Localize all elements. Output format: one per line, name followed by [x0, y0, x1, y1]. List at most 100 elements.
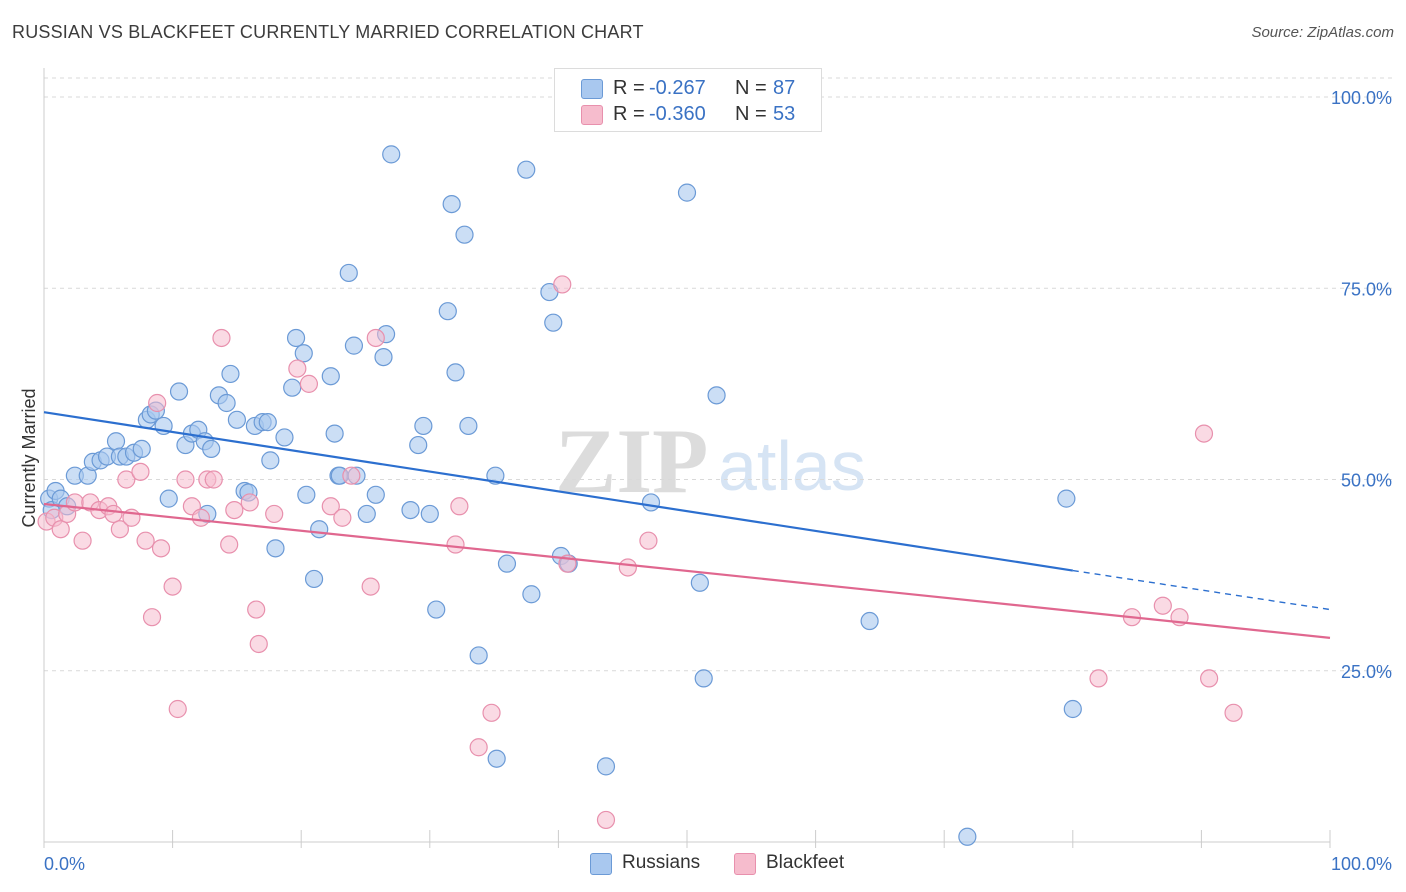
y-tick-label: 25.0% [1341, 662, 1392, 682]
russians-point [304, 569, 324, 589]
russians-point [202, 439, 221, 458]
y-tick-label: 75.0% [1341, 279, 1392, 299]
russians-point [958, 827, 977, 846]
russians-point [409, 435, 428, 455]
blackfeet-point [618, 558, 637, 577]
blackfeet-point [168, 699, 187, 719]
russians-trend-extension [1072, 569, 1331, 611]
russians-point [1063, 699, 1082, 719]
russians-point [132, 439, 151, 458]
russians-point [227, 410, 246, 429]
blackfeet-point [596, 810, 616, 830]
russians-point [106, 432, 126, 451]
blackfeet-point [240, 493, 259, 512]
blackfeet-point [212, 328, 231, 348]
x-tick-label: 0.0% [44, 854, 85, 874]
russians-point [487, 749, 506, 768]
blackfeet-point [482, 703, 501, 722]
russians-point [357, 504, 376, 524]
y-axis-label: Currently Married [19, 388, 39, 527]
n-label: N = [735, 103, 767, 125]
russians-point [497, 554, 517, 573]
watermark-atlas: atlas [718, 427, 866, 505]
russians-point [446, 363, 465, 382]
russians-point [707, 386, 726, 405]
russians-point [420, 504, 439, 524]
russians-point [442, 195, 461, 214]
russians-point [217, 393, 236, 413]
russians-point [596, 757, 616, 776]
blackfeet-point [265, 504, 284, 524]
russians-point [544, 313, 563, 332]
n-label: N = [735, 77, 767, 99]
blackfeet-point [1089, 669, 1108, 688]
russians-point [310, 520, 329, 539]
legend-row-russians: R = -0.267 N = 87 [555, 75, 821, 101]
russians-point [694, 669, 713, 688]
blackfeet-point [1194, 424, 1214, 443]
russians-point [690, 573, 709, 592]
blackfeet-swatch [581, 105, 603, 125]
russians-point [1057, 489, 1076, 508]
russians-point [325, 424, 344, 443]
russians-point [382, 145, 401, 164]
russians-point [427, 600, 446, 619]
russians-trend-line [43, 411, 1073, 572]
russians-swatch [581, 79, 603, 99]
blackfeet-trend-line [43, 502, 1331, 639]
trend-lines [43, 411, 1331, 639]
legend-label-blackfeet: Blackfeet [766, 852, 845, 873]
correlation-legend: R = -0.267 N = 87 R = -0.360 N = 53 [554, 68, 822, 132]
watermark: ZIP atlas [555, 410, 866, 512]
blackfeet-point [104, 504, 123, 524]
blackfeet-points [37, 275, 1243, 830]
n-value: 53 [773, 103, 796, 125]
blackfeet-point [1200, 669, 1219, 688]
y-tick-label: 100.0% [1331, 88, 1392, 108]
russians-point [469, 646, 488, 665]
russians-point [344, 336, 364, 355]
russians-point [294, 344, 313, 363]
blackfeet-point [110, 520, 129, 539]
russians-point [414, 416, 433, 436]
blackfeet-point [450, 497, 469, 516]
blackfeet-point [225, 501, 244, 520]
blackfeet-point [220, 535, 239, 554]
x-tick-labels: 0.0% 100.0% [44, 854, 1392, 874]
legend-row-blackfeet: R = -0.360 N = 53 [555, 101, 821, 127]
russians-point [455, 225, 474, 244]
russians-point [286, 328, 306, 348]
russians-point [438, 302, 457, 321]
blackfeet-point [639, 531, 658, 550]
blackfeet-point [148, 393, 167, 413]
russians-point [159, 489, 178, 508]
blackfeet-point [131, 462, 150, 481]
blackfeet-point [247, 600, 266, 619]
russians-point [321, 367, 340, 386]
blackfeet-point [1224, 703, 1243, 722]
russians-point [339, 263, 358, 283]
blackfeet-point [117, 470, 136, 489]
blackfeet-point [204, 470, 223, 489]
blackfeet-point [51, 520, 70, 539]
russians-point [169, 382, 189, 401]
russians-point [522, 585, 541, 604]
r-label: R = [613, 103, 645, 125]
russians-point [275, 428, 294, 447]
gridlines [44, 77, 1392, 672]
blackfeet-point [191, 508, 210, 527]
axes [43, 68, 1331, 848]
legend-label-russians: Russians [622, 852, 701, 873]
russians-point [677, 183, 697, 202]
blackfeet-point [446, 535, 465, 554]
r-value: -0.267 [649, 77, 706, 99]
russians-point [221, 364, 240, 384]
blackfeet-point [176, 470, 195, 489]
blackfeet-point [333, 508, 352, 527]
russians-swatch [590, 853, 612, 875]
r-label: R = [613, 77, 645, 99]
n-value: 87 [773, 77, 796, 99]
blackfeet-point [321, 497, 340, 516]
chart-title: RUSSIAN VS BLACKFEET CURRENTLY MARRIED C… [12, 22, 644, 42]
russians-point [258, 413, 277, 432]
